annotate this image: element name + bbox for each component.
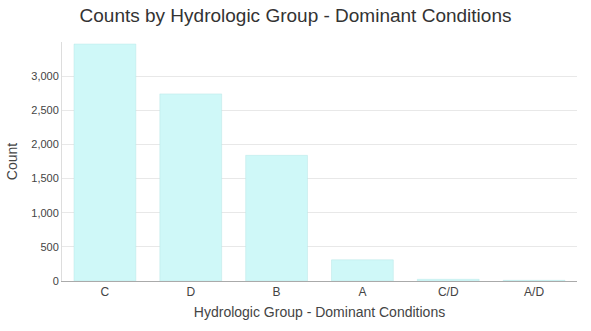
svg-text:Count: Count <box>4 143 20 180</box>
svg-text:0: 0 <box>53 275 59 287</box>
svg-text:D: D <box>186 285 195 299</box>
svg-text:C: C <box>101 285 110 299</box>
svg-text:2,500: 2,500 <box>31 104 59 116</box>
svg-text:A/D: A/D <box>524 285 544 299</box>
svg-text:1,000: 1,000 <box>31 207 59 219</box>
svg-text:500: 500 <box>40 241 58 253</box>
svg-text:1,500: 1,500 <box>31 172 59 184</box>
svg-text:C/D: C/D <box>438 285 459 299</box>
svg-text:B: B <box>273 285 281 299</box>
svg-text:3,000: 3,000 <box>31 70 59 82</box>
svg-text:Counts by Hydrologic Group - D: Counts by Hydrologic Group - Dominant Co… <box>80 5 512 26</box>
svg-text:A: A <box>358 285 366 299</box>
svg-text:2,000: 2,000 <box>31 138 59 150</box>
svg-text:Hydrologic Group - Dominant Co: Hydrologic Group - Dominant Conditions <box>194 304 445 320</box>
